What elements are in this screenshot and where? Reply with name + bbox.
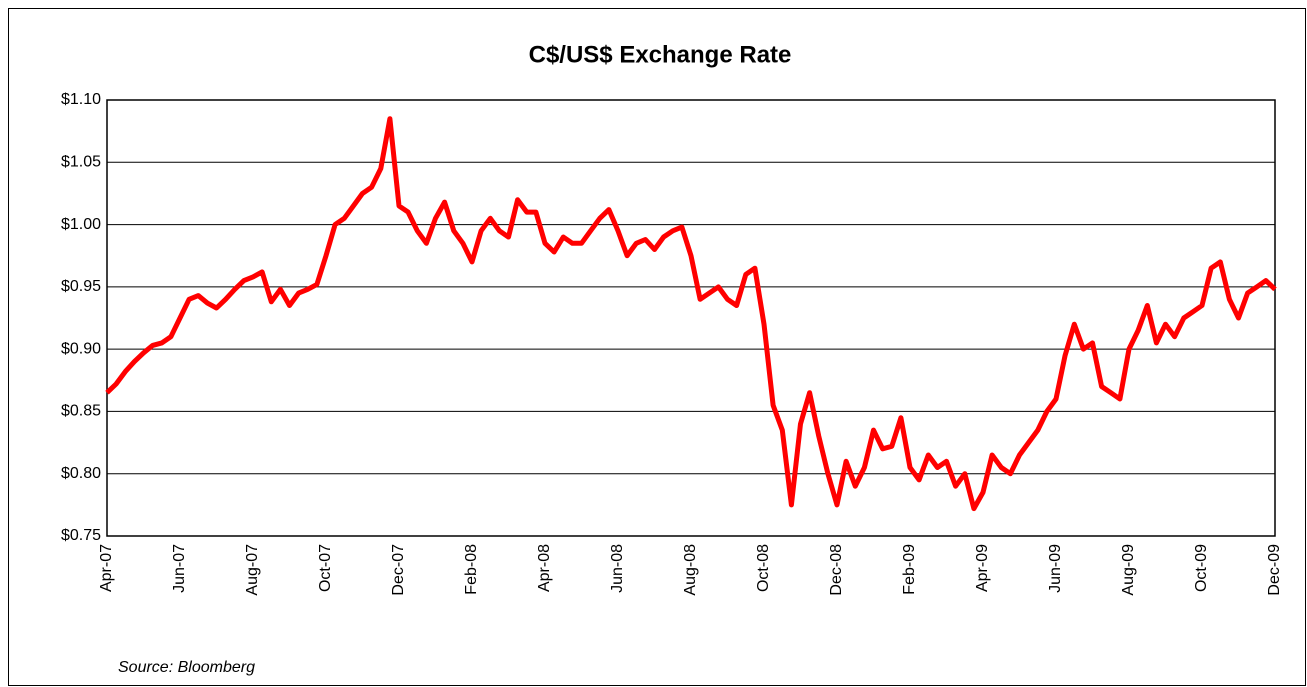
- y-tick-label: $0.95: [61, 278, 101, 295]
- y-tick-label: $0.90: [61, 340, 101, 357]
- source-note: Source: Bloomberg: [118, 659, 255, 676]
- chart-title: C$/US$ Exchange Rate: [529, 41, 792, 68]
- x-tick-label: Jun-07: [171, 544, 188, 593]
- x-tick-label: Dec-07: [390, 544, 407, 596]
- y-tick-label: $0.75: [61, 527, 101, 544]
- x-tick-label: Dec-09: [1266, 544, 1283, 596]
- line-series: [105, 116, 1277, 512]
- y-tick-label: $0.80: [61, 465, 101, 482]
- x-tick-label: Aug-09: [1120, 544, 1137, 596]
- x-tick-label: Jun-08: [609, 544, 626, 593]
- x-tick-label: Oct-07: [317, 544, 334, 592]
- x-tick-label: Jun-09: [1047, 544, 1064, 593]
- x-tick-label: Apr-08: [536, 544, 553, 592]
- x-tick-label: Feb-08: [463, 544, 480, 595]
- y-tick-label: $1.05: [61, 154, 101, 171]
- chart-frame: [8, 8, 1306, 686]
- y-tick-label: $1.10: [61, 91, 101, 108]
- x-tick-label: Apr-09: [974, 544, 991, 592]
- x-tick-label: Apr-07: [98, 544, 115, 592]
- y-tick-label: $1.00: [61, 216, 101, 233]
- x-tick-label: Aug-07: [244, 544, 261, 596]
- plot-frame: [106, 99, 1276, 537]
- x-tick-label: Dec-08: [828, 544, 845, 596]
- x-tick-label: Feb-09: [901, 544, 918, 595]
- x-tick-label: Oct-08: [755, 544, 772, 592]
- x-tick-label: Aug-08: [682, 544, 699, 596]
- x-tick-label: Oct-09: [1193, 544, 1210, 592]
- y-tick-label: $0.85: [61, 403, 101, 420]
